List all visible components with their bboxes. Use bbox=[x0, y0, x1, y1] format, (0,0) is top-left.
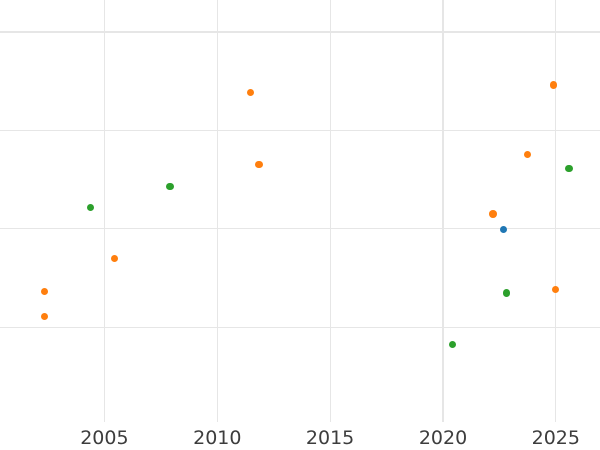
scatter-point-orange bbox=[110, 254, 119, 263]
horizontal-gridline bbox=[0, 31, 600, 33]
vertical-gridline bbox=[329, 0, 331, 422]
x-tick-label: 2025 bbox=[531, 427, 580, 449]
x-tick-label: 2015 bbox=[305, 427, 355, 449]
vertical-gridline bbox=[442, 0, 444, 422]
horizontal-gridline bbox=[0, 326, 600, 328]
x-tick-label: 2020 bbox=[418, 427, 468, 449]
scatter-point-blue bbox=[499, 225, 508, 234]
scatter-point-green bbox=[86, 203, 95, 212]
scatter-point-green bbox=[166, 182, 174, 191]
scatter-point-green bbox=[502, 289, 511, 297]
scatter-point-green bbox=[448, 340, 457, 349]
x-tick-label: 2010 bbox=[193, 427, 242, 449]
scatter-point-orange bbox=[255, 160, 263, 169]
vertical-gridline bbox=[103, 0, 105, 422]
x-tick-label: 2005 bbox=[80, 427, 129, 449]
scatter-point-orange bbox=[40, 287, 49, 296]
scatter-point-orange bbox=[549, 81, 558, 89]
scatter-point-green bbox=[565, 164, 573, 173]
scatter-point-orange bbox=[40, 312, 49, 321]
scatter-point-orange bbox=[246, 88, 255, 97]
scatter-point-orange bbox=[489, 210, 497, 218]
vertical-gridline bbox=[555, 0, 557, 422]
scatter-point-orange bbox=[523, 150, 532, 159]
scatter-point-orange bbox=[551, 285, 560, 294]
vertical-gridline bbox=[216, 0, 218, 422]
horizontal-gridline bbox=[0, 228, 600, 230]
horizontal-gridline bbox=[0, 129, 600, 131]
